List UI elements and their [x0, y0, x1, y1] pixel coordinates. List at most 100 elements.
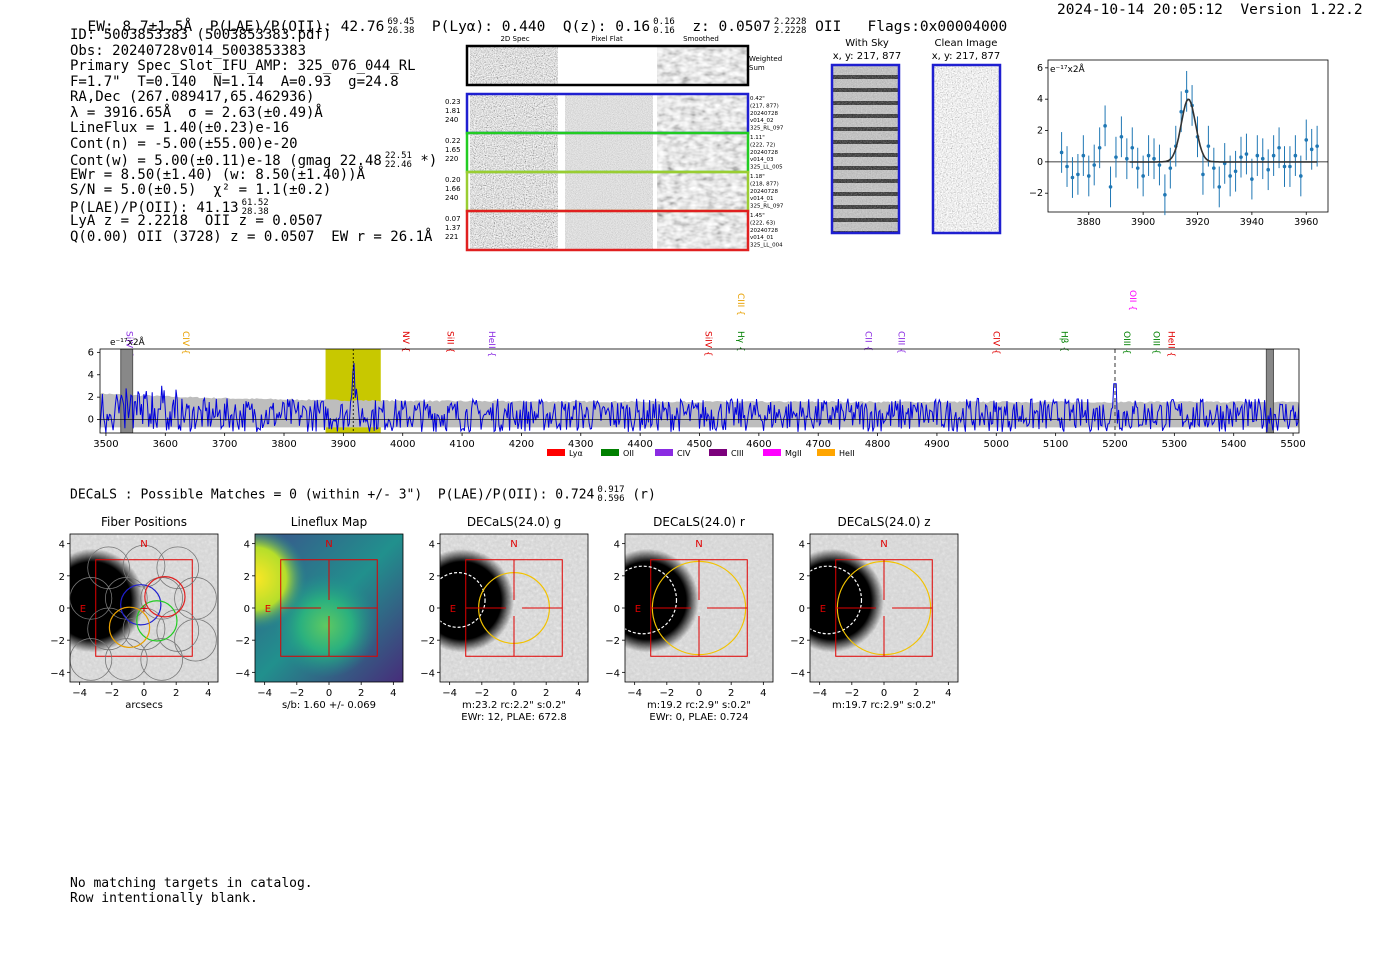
zoom-data-point [1206, 144, 1211, 148]
cutout-row-meta: 20240728 [750, 111, 778, 117]
spectrum-line-label: HeII { [1165, 331, 1175, 357]
decals-xtick-label: 0 [326, 688, 332, 699]
spectrum-mask [1265, 349, 1274, 433]
cutout-grid: 2D Spec Pixel Flat Smoothed Weighted Sum… [445, 35, 784, 252]
spectrum-xtick-label: 4700 [805, 439, 830, 450]
aperture-box [95, 559, 193, 657]
decals-ytick-label: −2 [605, 636, 620, 647]
cutout-row-meta: v014_01 [750, 196, 774, 202]
cutout-row-stat: 240 [445, 194, 458, 202]
info-obs: Obs: 20240728v014_5003853383 [70, 42, 307, 59]
info-contw-text: Cont(w) = 5.00(±0.11)e-18 (gmag 22.48 [70, 153, 382, 169]
cutout-row-meta: 1.11" [750, 135, 765, 141]
decals-caption: s/b: 1.60 +/- 0.069 [282, 700, 376, 711]
decals-ytick-label: 0 [59, 604, 65, 615]
cutout-row-meta: 325_RL_097 [750, 204, 784, 210]
with-sky-title: With Sky [845, 38, 889, 49]
timestamp: 2024-10-14 20:05:12 [1057, 2, 1223, 18]
compass-east: E [80, 604, 86, 615]
sky-cutouts: With Sky x, y: 217, 877 Clean Image x, y… [830, 38, 1002, 235]
info-block: ID: 5003853383 (5003853383.pdf) Obs: 202… [70, 27, 437, 245]
cutout-row-meta: 20240728 [750, 189, 778, 195]
qz-value: Q(z): 0.16 [562, 19, 651, 35]
footer-line-2: Row intentionally blank. [70, 891, 258, 906]
decals-header: DECaLS : Possible Matches = 0 (within +/… [70, 486, 656, 504]
clean-title: Clean Image [935, 38, 998, 49]
cutout-pixel-flat [565, 95, 653, 132]
decals-xtick-label: 4 [945, 688, 951, 699]
legend-label: MgII [785, 449, 802, 458]
zoom-data-point [1108, 185, 1113, 189]
zoom-plot: e⁻¹⁷x2Å 3880 3900 3920 3940 3960 6 4 2 0 −2 [1030, 59, 1329, 228]
cutout-row-stat: 1.81 [445, 107, 461, 115]
decals-xtick-label: 4 [575, 688, 581, 699]
zoom-data-point [1076, 172, 1080, 177]
col-smooth-label: Smoothed [683, 35, 719, 43]
spectrum-xtick-label: 4600 [746, 439, 771, 450]
compass-east: E [265, 604, 271, 615]
cutout-row-meta: 1.18" [750, 174, 765, 180]
decals-xtick-label: −4 [442, 688, 457, 699]
spectrum-unit-label: e⁻¹⁷x2Å [110, 336, 146, 348]
decals-caption: m:19.7 rc:2.9" s:0.2" [832, 700, 936, 711]
decals-xtick-label: 4 [760, 688, 766, 699]
qz-lo: 0.16 [653, 26, 675, 36]
spectrum-xtick-label: 4000 [390, 439, 415, 450]
spectrum-xtick-label: 3600 [153, 439, 178, 450]
cutout-row-stat: 1.66 [445, 185, 461, 193]
decals-caption: m:19.2 rc:2.9" s:0.2" [647, 700, 751, 711]
plya-value: P(Lyα): 0.440 [431, 19, 546, 35]
spectrum-line-label: CIII { [895, 331, 905, 354]
contw-hi: 22.51 [384, 151, 412, 161]
spectrum-ytick-label: 0 [88, 415, 94, 426]
decals-ytick-label: 2 [244, 572, 250, 583]
version: Version 1.22.2 [1240, 2, 1363, 18]
compass-east: E [635, 604, 641, 615]
zoom-data-point [1255, 153, 1260, 158]
cutout-row-meta: (222, 63) [750, 220, 775, 226]
info-contw: Cont(w) = 5.00(±0.11)e-18 (gmag 22.48 22.… [70, 151, 437, 170]
decals-ytick-label: −2 [420, 636, 435, 647]
cutout-smoothed [657, 134, 747, 171]
zoom-data-point [1293, 153, 1298, 158]
spectrum-ytick-label: 4 [88, 370, 94, 381]
zoom-data-point [1081, 153, 1086, 158]
decals-xtick-label: 0 [881, 688, 887, 699]
decals-xtick-label: 2 [913, 688, 919, 699]
decals-panels: Fiber Positions + N E 4 2 0 −2 −4 −4 −2 0 2 4 arcsecs L… [50, 515, 959, 723]
compass-north: N [325, 539, 332, 550]
decals-xtick-label: −4 [812, 688, 827, 699]
cutout-row-stat: 1.37 [445, 224, 461, 232]
decals-panel-title: Lineflux Map [291, 515, 367, 529]
decals-xtick-label: −2 [474, 688, 489, 699]
decals-xtick-label: −4 [627, 688, 642, 699]
spectrum-xtick-label: 4800 [865, 439, 890, 450]
clean-xy: x, y: 217, 877 [932, 51, 1001, 62]
compass-north: N [510, 539, 517, 550]
decals-panel: Fiber Positions + N E 4 2 0 −2 −4 −4 −2 0 2 4 arcsecs [50, 515, 219, 711]
spectrum-xtick-label: 4300 [568, 439, 593, 450]
zoom-data-point [1103, 124, 1107, 128]
cutout-row-stat: 0.20 [445, 176, 461, 184]
spectrum-line-label: HeII { [486, 331, 496, 357]
zoom-data-point [1114, 155, 1118, 159]
decals-ytick-label: 2 [59, 572, 65, 583]
decals-bright-source [440, 534, 588, 682]
spectrum-line-label: OIII { [1151, 331, 1161, 355]
cutout-row-meta: 20240728 [750, 228, 778, 234]
compass-east: E [820, 604, 826, 615]
legend-swatch [601, 449, 619, 456]
cutout-row-frame [465, 209, 750, 252]
cutout-row-meta: 325_LL_005 [750, 165, 783, 171]
cutout-smoothed [657, 173, 747, 210]
decals-caption: m:23.2 rc:2.2" s:0.2" [462, 700, 566, 711]
zoom-ytick-label: 2 [1037, 126, 1043, 137]
contw-lo: 22.46 [384, 160, 412, 170]
spectrum-line-label: SiIV { [702, 331, 712, 357]
fiber-highlight [120, 584, 162, 626]
info-id: ID: 5003853383 (5003853383.pdf) [70, 27, 332, 43]
cutout-row-meta: v014_03 [750, 157, 774, 163]
zoom-xtick-label: 3940 [1240, 217, 1264, 228]
decals-xtick-label: −2 [289, 688, 304, 699]
